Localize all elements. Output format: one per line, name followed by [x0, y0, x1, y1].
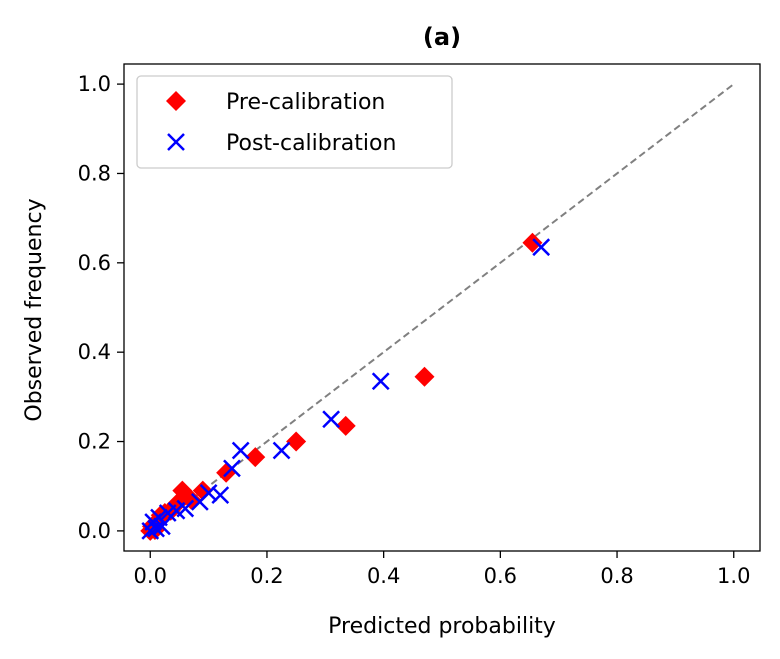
x-marker-stroke	[223, 459, 241, 478]
x-marker-stroke	[231, 441, 250, 460]
x-marker-stroke	[272, 441, 291, 460]
y-tick-label: 1.0	[78, 72, 111, 96]
x-tick-label: 0.0	[134, 564, 167, 588]
x-marker-stroke	[371, 372, 390, 391]
y-axis-label: Observed frequency	[22, 198, 47, 421]
legend-marker-post-calibration	[167, 133, 185, 151]
x-tick-label: 0.8	[600, 564, 633, 588]
pre-calibration-point	[286, 431, 307, 452]
post-calibration-point	[211, 486, 230, 505]
pre-calibration-point	[522, 232, 543, 253]
post-calibration-point	[176, 499, 195, 518]
post-calibration-point	[272, 441, 291, 460]
x-marker-stroke	[211, 486, 230, 505]
x-tick-label: 1.0	[717, 564, 750, 588]
x-marker-stroke	[322, 410, 341, 429]
legend-label-post-calibration: Post-calibration	[226, 131, 396, 156]
x-marker-stroke	[150, 508, 168, 527]
x-marker-stroke	[153, 517, 171, 536]
post-calibration-point	[223, 459, 241, 478]
x-marker-stroke	[176, 499, 195, 518]
legend-x-marker	[167, 133, 185, 151]
post-calibration-point	[147, 519, 165, 538]
y-tick-label: 0.2	[78, 430, 111, 454]
plot-frame	[123, 63, 761, 552]
legend-label-pre-calibration: Pre-calibration	[226, 90, 385, 115]
x-marker-stroke	[147, 519, 165, 538]
x-axis-label: Predicted probability	[328, 614, 556, 639]
pre-calibration-point	[414, 366, 435, 387]
ticks-layer: 0.0 0.2 0.4 0.6 0.8 1.0 0.0 0.2 0.4 0.6 0.8 1.0	[78, 72, 751, 588]
legend-diamond-marker	[166, 91, 186, 111]
post-calibration-point	[231, 441, 250, 460]
x-tick-label: 0.4	[367, 564, 400, 588]
pre-calibration-point	[335, 415, 356, 436]
post-calibration-point	[371, 372, 390, 391]
post-calibration-point	[153, 517, 171, 536]
y-tick-label: 0.8	[78, 161, 111, 185]
y-tick-label: 0.0	[78, 519, 111, 543]
points-layer	[140, 232, 551, 541]
x-tick-label: 0.2	[250, 564, 283, 588]
y-tick-label: 0.6	[78, 251, 111, 275]
legend: Pre-calibration Post-calibration	[136, 75, 453, 169]
post-calibration-point	[532, 238, 551, 257]
y-tick-label: 0.4	[78, 340, 111, 364]
pre-calibration-point	[245, 447, 266, 468]
x-marker-stroke	[532, 238, 551, 257]
series-post-calibration	[141, 238, 551, 540]
chart-title: (a)	[423, 23, 461, 51]
x-tick-label: 0.6	[484, 564, 517, 588]
legend-marker-pre-calibration	[166, 91, 186, 111]
post-calibration-point	[322, 410, 341, 429]
legend-box	[136, 75, 453, 169]
x-marker-stroke	[167, 133, 185, 151]
